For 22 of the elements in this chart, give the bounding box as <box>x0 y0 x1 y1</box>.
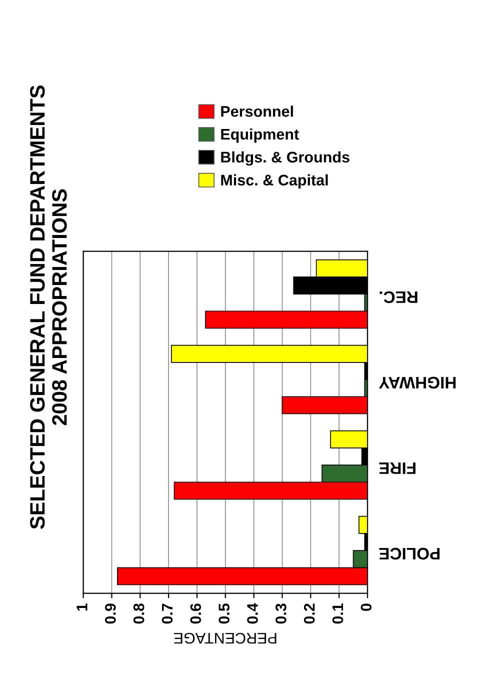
x-tick-label: 0 <box>360 604 372 611</box>
x-tick-label: 0.9 <box>105 604 116 624</box>
x-tick-label: 0.5 <box>218 603 230 624</box>
legend-label: Bldgs. & Grounds <box>221 151 350 166</box>
x-tick-label: 0.6 <box>190 604 202 624</box>
legend-label: Personnel <box>221 106 293 117</box>
y-tick-label: HIGHWAY <box>378 376 456 389</box>
x-tick-label: 0.3 <box>276 604 286 624</box>
text: SELECTED GENERAL FUND DEPARTMENTS <box>30 85 45 529</box>
x-tick-label: 0.8 <box>133 603 144 624</box>
x-tick-label: 0.1 <box>332 603 344 624</box>
y-tick-label: FIRE <box>379 462 416 474</box>
y-tick-label: POLICE <box>379 548 440 560</box>
x-axis-title: PERCENTAGE <box>174 632 276 644</box>
x-tick-label: 1 <box>76 603 88 611</box>
x-tick-label: 0.4 <box>247 603 258 624</box>
x-tick-label: 0.2 <box>304 604 315 624</box>
x-tick-label: 0.7 <box>162 604 173 624</box>
text: 2008 APPROPRIATIONS <box>52 189 67 426</box>
y-tick-label: REC. <box>380 291 418 304</box>
legend-label: Misc. & Capital <box>221 174 328 189</box>
legend-label: Equipment <box>221 128 299 143</box>
